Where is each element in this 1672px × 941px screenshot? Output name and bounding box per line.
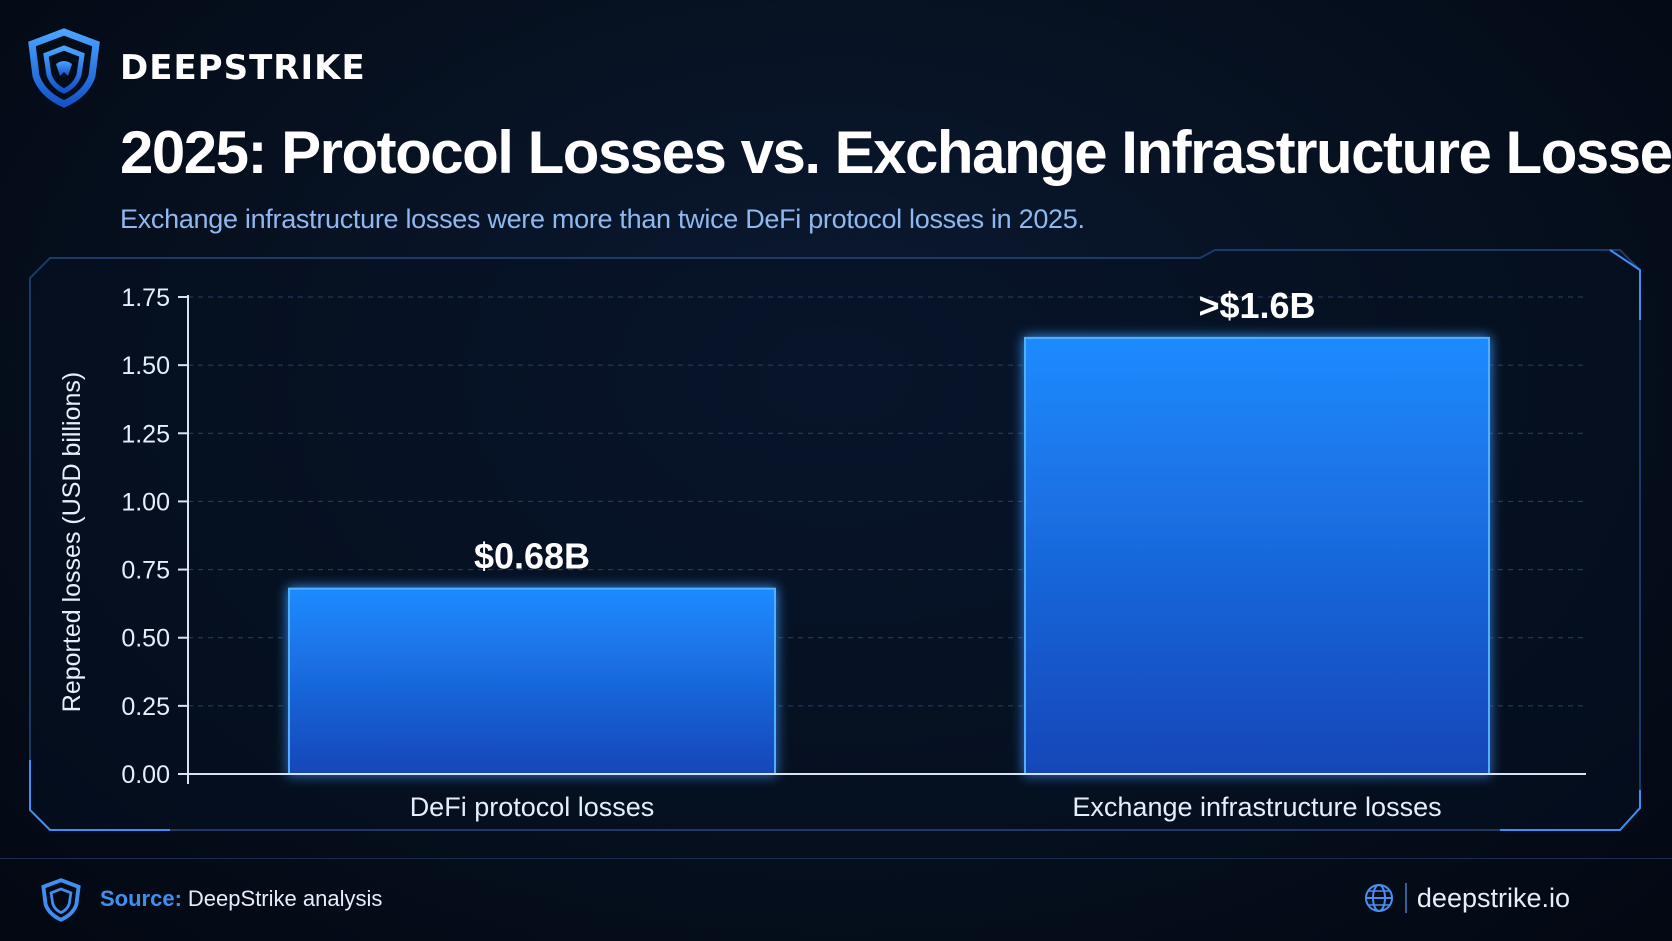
y-tick-label: 1.50 [121,352,170,380]
source-note: Source: DeepStrike analysis [100,886,382,912]
y-tick-label: 0.25 [121,693,170,721]
bars: $0.68B DeFi protocol losses >$1.6B Exchange… [288,285,1490,822]
bar-data-label: $0.68B [474,536,590,577]
website-link[interactable]: deepstrike.io [1363,882,1570,914]
page-subtitle: Exchange infrastructure losses were more… [120,204,1085,234]
x-category-label: Exchange infrastructure losses [1072,792,1441,822]
website-separator [1404,883,1407,913]
bar-1 [288,587,776,775]
page-title: 2025: Protocol Losses vs. Exchange Infra… [120,119,1672,186]
y-tick-label: 0.50 [121,625,170,653]
bar-2 [1024,336,1490,775]
y-tick-label: 0.75 [121,557,170,585]
y-axis-label: Reported losses (USD billions) [58,372,86,712]
footer-shield-icon [41,878,81,922]
axes [187,295,1586,784]
x-category-label: DeFi protocol losses [410,792,655,822]
y-tick-label: 1.25 [121,420,170,448]
y-tick-label: 1.75 [121,284,170,312]
website-text: deepstrike.io [1416,882,1570,913]
source-label: Source: [100,886,182,911]
y-tick-label: 1.00 [121,488,170,516]
brand-name: DEEPSTRIKE [120,48,366,88]
brand: DEEPSTRIKE [26,28,366,108]
source-text: DeepStrike analysis [187,886,383,911]
shield-logo-icon [28,28,100,108]
footer-divider [0,858,1672,859]
bar-data-label: >$1.6B [1198,285,1315,326]
y-tick-label: 0.00 [121,761,170,789]
y-axis-ticks: 0.00 0.25 0.50 0.75 1.00 1.25 1.50 1.75 [121,284,188,789]
globe-icon [1364,884,1393,912]
